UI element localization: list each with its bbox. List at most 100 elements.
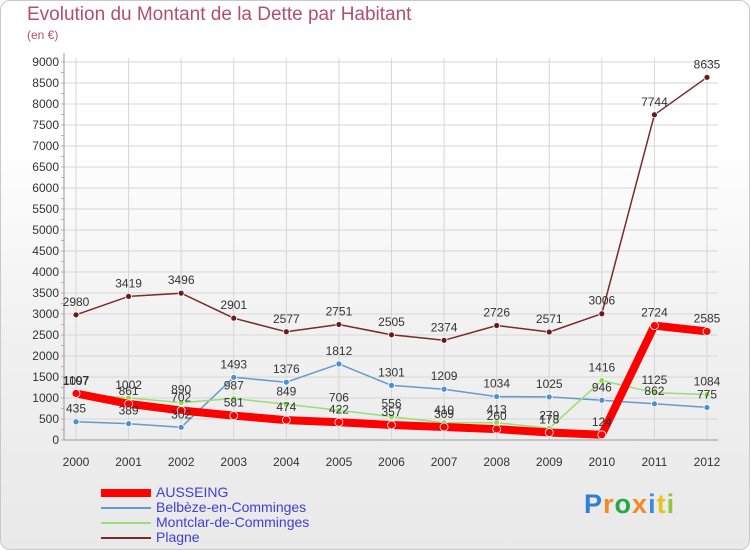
data-label: 2577 xyxy=(273,312,300,326)
data-point xyxy=(177,423,185,431)
data-point xyxy=(545,393,553,401)
data-point xyxy=(229,411,239,420)
y-tick-label: 4500 xyxy=(32,244,59,258)
data-point xyxy=(177,289,185,297)
x-tick-label: 2005 xyxy=(326,455,353,469)
y-tick-label: 2000 xyxy=(32,349,59,363)
data-label: 178 xyxy=(539,413,559,427)
data-label: 849 xyxy=(276,384,296,398)
data-point xyxy=(493,322,501,329)
x-tick-label: 2006 xyxy=(378,455,405,469)
data-label: 7744 xyxy=(641,95,668,109)
data-point xyxy=(388,413,395,421)
data-label: 706 xyxy=(329,390,349,404)
y-tick-label: 1500 xyxy=(32,370,59,384)
data-point xyxy=(177,399,185,407)
data-label: 702 xyxy=(171,391,191,405)
data-point xyxy=(544,428,554,437)
y-tick-label: 6500 xyxy=(32,160,59,174)
data-label: 556 xyxy=(381,397,401,411)
data-label: 2505 xyxy=(378,315,405,329)
x-tick-label: 2012 xyxy=(694,455,721,469)
data-point xyxy=(230,395,238,402)
legend-label: Montclar-de-Comminges xyxy=(156,514,310,530)
data-label: 1812 xyxy=(326,344,353,358)
data-label: 435 xyxy=(66,402,86,416)
data-point xyxy=(125,420,132,428)
data-label: 1025 xyxy=(536,377,563,391)
data-point xyxy=(703,404,711,411)
data-label: 302 xyxy=(171,407,191,421)
data-point xyxy=(124,399,133,409)
data-label: 987 xyxy=(224,379,244,393)
logo-letter: o xyxy=(614,489,633,519)
x-tick-label: 2004 xyxy=(273,455,300,469)
data-label: 3419 xyxy=(115,276,142,290)
data-label: 2585 xyxy=(694,311,721,325)
proxiti-logo: Proxiti xyxy=(584,489,675,520)
data-label: 2374 xyxy=(431,320,458,334)
chart-unit-label: (en €) xyxy=(27,28,59,42)
chart-title: Evolution du Montant de la Dette par Hab… xyxy=(27,4,412,25)
logo-letter: i xyxy=(666,489,676,519)
data-label: 3006 xyxy=(588,294,615,308)
data-point xyxy=(282,378,290,386)
y-tick-label: 7000 xyxy=(32,139,59,153)
data-label: 279 xyxy=(539,408,559,422)
data-label: 2571 xyxy=(536,312,563,326)
y-tick-label: 5500 xyxy=(32,202,59,216)
data-label: 1097 xyxy=(63,374,90,388)
data-label: 1002 xyxy=(115,378,142,392)
data-point xyxy=(72,311,80,319)
x-tick-label: 2008 xyxy=(483,455,510,469)
logo-letter: P xyxy=(584,489,604,519)
data-point xyxy=(545,328,553,336)
y-tick-label: 9000 xyxy=(32,55,59,69)
logo-letter: r xyxy=(603,489,615,519)
data-point xyxy=(651,111,658,119)
data-label: 1493 xyxy=(220,357,247,371)
data-point xyxy=(335,321,343,328)
y-tick-label: 1000 xyxy=(32,391,59,405)
data-point xyxy=(334,417,344,427)
logo-letter: t xyxy=(656,489,667,519)
data-point xyxy=(703,73,711,81)
y-tick-label: 4000 xyxy=(32,265,59,279)
y-tick-label: 6000 xyxy=(32,181,59,195)
data-label: 357 xyxy=(381,405,401,419)
data-label: 1301 xyxy=(378,365,405,379)
legend-label: AUSSEING xyxy=(156,484,229,500)
y-tick-label: 8500 xyxy=(32,76,59,90)
data-label: 861 xyxy=(119,384,139,398)
data-label: 422 xyxy=(329,402,349,416)
data-label: 890 xyxy=(171,383,191,397)
x-tick-label: 2010 xyxy=(588,455,615,469)
data-label: 8635 xyxy=(694,57,721,71)
data-point xyxy=(598,396,606,404)
data-label: 2980 xyxy=(63,295,90,309)
x-tick-label: 2009 xyxy=(536,455,563,469)
data-label: 474 xyxy=(276,400,296,414)
data-label: 581 xyxy=(224,396,244,410)
data-label: 946 xyxy=(592,380,612,394)
data-point xyxy=(597,430,607,440)
data-label: 410 xyxy=(434,403,454,417)
data-label: 1107 xyxy=(63,374,89,388)
x-tick-label: 2001 xyxy=(115,455,142,469)
data-point xyxy=(282,328,290,336)
data-label: 413 xyxy=(487,403,507,417)
data-point xyxy=(440,385,448,393)
y-tick-label: 2500 xyxy=(32,328,59,342)
legend-label: Plagne xyxy=(156,529,200,545)
data-point xyxy=(388,381,395,389)
data-label: 2901 xyxy=(220,298,247,312)
data-point xyxy=(281,415,291,425)
data-point xyxy=(335,406,343,414)
y-tick-label: 7500 xyxy=(32,118,59,132)
data-label: 775 xyxy=(697,387,717,401)
y-tick-label: 3500 xyxy=(32,286,59,300)
data-label: 309 xyxy=(434,407,454,421)
x-tick-label: 2011 xyxy=(642,455,668,469)
data-label: 1125 xyxy=(642,373,668,387)
